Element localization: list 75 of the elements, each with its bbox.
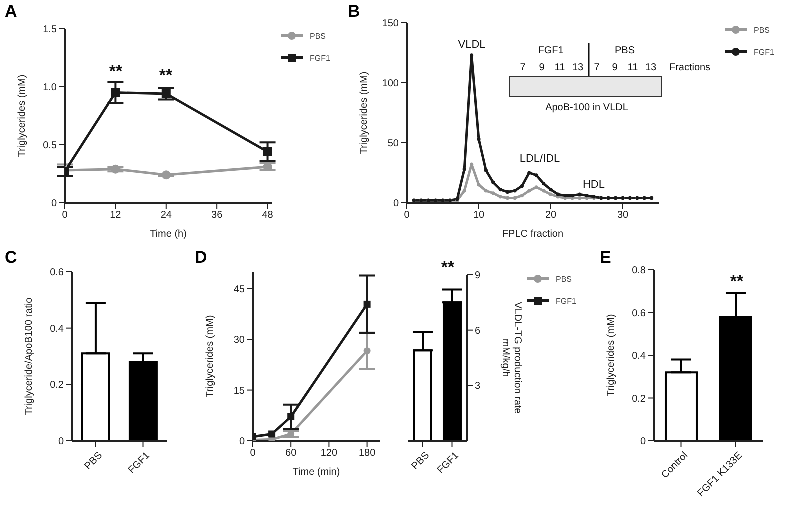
x-tick-label: 24 (160, 210, 172, 222)
y-tick-label: 0.6 (632, 308, 646, 320)
annotation: 7 (520, 62, 526, 74)
annotation: FGF1 (538, 46, 564, 56)
x-tick-label: 10 (473, 210, 485, 222)
y-tick-label: 1.5 (43, 24, 58, 36)
annotation: 13 (645, 62, 657, 74)
y-tick-label: 0 (239, 436, 246, 448)
x-tick-label: 30 (617, 210, 629, 222)
y-axis-title: Triglycerides (mM) (359, 72, 370, 154)
chart-title: B (348, 2, 360, 22)
annotation: 11 (554, 62, 566, 74)
y-tick-label: 0.5 (43, 140, 58, 152)
y-tick-label: 1.0 (43, 82, 58, 94)
legend-label: PBS (754, 26, 770, 34)
y-tick-label: 0 (393, 198, 400, 210)
x-tick-label: 48 (262, 210, 274, 222)
x-tick-label: 120 (320, 448, 338, 460)
x-tick-label: 180 (358, 448, 376, 460)
y-tick-label: 100 (382, 78, 400, 90)
x-tick-label: 0 (250, 448, 256, 460)
annotation: HDL (582, 179, 606, 191)
y-tick-label: 0.4 (50, 324, 64, 335)
legend-label: PBS (310, 32, 326, 40)
annotation: PBS (614, 46, 636, 56)
annotation: ** (441, 258, 455, 278)
annotation: 9 (612, 62, 618, 74)
legend-label: FGF1 (754, 48, 774, 56)
x-tick-label: 36 (212, 210, 224, 222)
chart-title: D (195, 248, 208, 268)
chart-title: A (5, 2, 18, 22)
y-tick-label: 0 (51, 198, 58, 210)
y-tick-label: 0 (640, 436, 646, 448)
annotation: 9 (539, 62, 545, 74)
y-tick-label: 0.8 (632, 266, 646, 277)
x-tick-label: 12 (110, 210, 122, 222)
y2-tick-label: 9 (475, 270, 481, 282)
chart-title: E (600, 248, 612, 268)
legend-label: PBS (556, 274, 572, 284)
annotation: ApoB-100 in VLDL (546, 102, 628, 114)
y-tick-label: 0 (58, 436, 64, 448)
y-tick-label: 0.4 (632, 351, 646, 362)
x-axis-title: Time (h) (150, 229, 187, 240)
annotation: VLDL (458, 39, 486, 51)
annotation: 11 (628, 62, 638, 74)
y-tick-label: 0.2 (632, 394, 646, 405)
y-tick-label: 0.2 (50, 380, 64, 392)
text: Fractions (669, 62, 711, 74)
x-tick-label: 0 (404, 210, 410, 222)
annotation: ** (730, 272, 744, 292)
x-tick-label: 60 (286, 448, 298, 460)
x-tick-label: 20 (545, 210, 557, 222)
y-tick-label: 15 (234, 386, 246, 397)
y-axis-title: Triglycerides (mM) (17, 74, 28, 158)
annotation: ** (159, 66, 173, 86)
x-axis-title: FPLC fraction (502, 229, 564, 240)
annotation: LDL/IDL (520, 153, 560, 165)
legend-label: FGF1 (556, 296, 576, 306)
y2-axis-title: VLDL-TG production rate mM/kg/h (500, 302, 523, 414)
annotation: 13 (572, 62, 584, 74)
y-tick-label: 150 (382, 18, 400, 30)
legend-label: FGF1 (310, 54, 330, 62)
annotation: 7 (594, 62, 600, 74)
y-tick-label: 50 (388, 138, 400, 150)
annotation: ** (109, 62, 123, 82)
y-axis-title: Triglycerides (mM) (205, 315, 216, 398)
y-tick-label: 45 (234, 284, 246, 296)
y-axis-title: Triglycerides (mM) (606, 314, 617, 397)
y-tick-label: 0.6 (50, 268, 64, 279)
y2-tick-label: 3 (475, 381, 481, 392)
y2-tick-label: 6 (475, 326, 481, 337)
chart-title: C (5, 248, 18, 268)
x-axis-title: Time (min) (292, 467, 340, 478)
y-axis-title: Triglyceride/ApoB100 ratio (24, 297, 35, 416)
y-tick-label: 30 (234, 335, 246, 346)
